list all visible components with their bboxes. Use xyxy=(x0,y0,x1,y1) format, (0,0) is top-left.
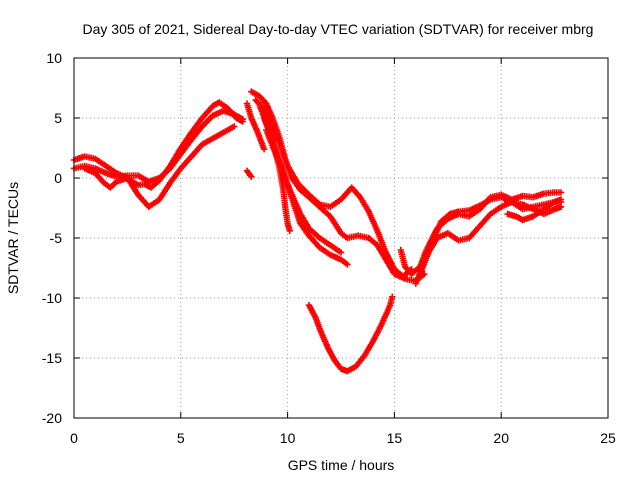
plus-markers xyxy=(305,293,396,375)
series-track-15 xyxy=(504,196,565,224)
x-tick-label: 25 xyxy=(600,430,616,446)
plus-markers xyxy=(81,123,238,210)
grid-lines xyxy=(74,58,608,418)
series-track-11 xyxy=(305,293,396,375)
axis-ticks xyxy=(73,57,609,419)
x-tick-label: 5 xyxy=(177,430,185,446)
x-tick-label: 0 xyxy=(70,430,78,446)
x-axis-title: GPS time / hours xyxy=(288,457,395,473)
plus-markers xyxy=(504,196,565,224)
y-tick-label: -10 xyxy=(42,290,62,306)
series-track-10 xyxy=(243,167,255,180)
y-axis-title: SDTVAR / TECUs xyxy=(5,182,21,294)
plus-markers xyxy=(263,126,345,256)
y-tick-label: 10 xyxy=(46,50,62,66)
series-track-3 xyxy=(81,123,238,210)
plus-markers xyxy=(416,198,565,278)
plus-markers xyxy=(252,96,415,280)
y-tick-label: -15 xyxy=(42,350,62,366)
tick-labels: 0 5 10 15 20 25 -20 -15 -10 -5 0 5 10 xyxy=(42,50,616,446)
y-tick-label: 5 xyxy=(54,110,62,126)
plus-markers xyxy=(243,100,268,153)
x-tick-label: 10 xyxy=(280,430,296,446)
data-series xyxy=(70,88,565,375)
x-tick-label: 15 xyxy=(387,430,403,446)
series-track-14 xyxy=(416,198,565,278)
chart-title: Day 305 of 2021, Sidereal Day-to-day VTE… xyxy=(83,21,594,37)
y-tick-label: -20 xyxy=(42,410,62,426)
series-track-9 xyxy=(243,100,268,153)
y-tick-label: 0 xyxy=(54,170,62,186)
plus-markers xyxy=(243,167,255,180)
y-tick-label: -5 xyxy=(50,230,63,246)
series-track-8 xyxy=(263,126,345,256)
series-track-5 xyxy=(252,96,415,280)
x-tick-label: 20 xyxy=(493,430,509,446)
